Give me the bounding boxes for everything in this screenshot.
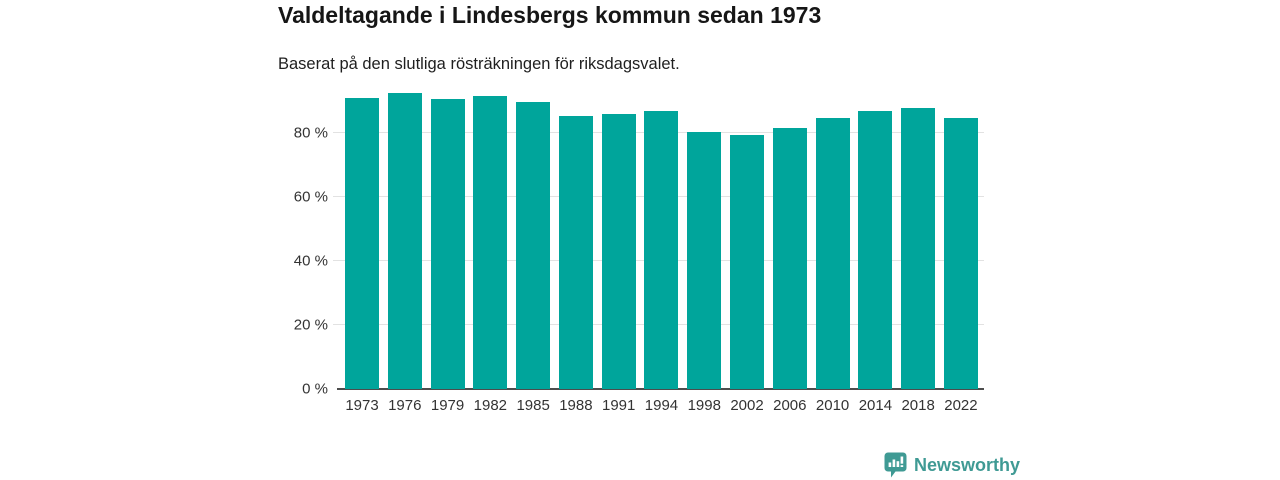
- bar-column-1973: 1973: [345, 85, 379, 414]
- bar-2022: [943, 117, 978, 389]
- x-tick-label: 2014: [858, 397, 893, 414]
- x-tick-label: 1988: [559, 397, 593, 414]
- x-tick-label: 2022: [944, 397, 978, 414]
- bar-column-2022: 2022: [943, 85, 978, 414]
- bar-column-2006: 2006: [772, 85, 807, 414]
- bar-column-1991: 1991: [601, 85, 636, 414]
- x-tick-label: 2006: [773, 397, 807, 414]
- y-tick-label: 0 %: [302, 380, 328, 398]
- bar-column-2014: 2014: [858, 85, 893, 414]
- newsworthy-logo-link[interactable]: Newsworthy: [884, 451, 1020, 479]
- bar-column-2010: 2010: [815, 85, 850, 414]
- bar-1982: [473, 95, 508, 389]
- chart-title: Valdeltagande i Lindesbergs kommun sedan…: [278, 2, 822, 28]
- bar-2018: [901, 108, 936, 389]
- x-tick-label: 1998: [687, 397, 721, 414]
- bar-1985: [516, 101, 551, 389]
- x-tick-label: 1979: [430, 397, 465, 414]
- bar-1988: [558, 115, 593, 389]
- bar-column-1976: 1976: [387, 85, 422, 414]
- chart-subtitle: Baserat på den slutliga rösträkningen fö…: [278, 55, 680, 73]
- bar-column-2002: 2002: [730, 85, 765, 414]
- bar-1976: [387, 93, 422, 389]
- bar-2010: [815, 117, 850, 389]
- brand-name: Newsworthy: [914, 454, 1021, 475]
- bar-1998: [687, 132, 722, 389]
- x-tick-label: 1994: [644, 397, 679, 414]
- x-tick-label: 1985: [516, 397, 550, 414]
- newsworthy-badge-icon: [884, 452, 907, 478]
- y-tick-label: 80 %: [293, 124, 328, 142]
- y-tick-label: 60 %: [293, 188, 328, 206]
- bar-column-1998: 1998: [687, 85, 722, 414]
- bar-column-1988: 1988: [558, 85, 593, 414]
- y-tick-label: 20 %: [293, 316, 328, 334]
- bars-row: 1973 1976 1979 1982 1985 1988 1991 1994 1998 2002…: [345, 85, 978, 414]
- bar-2014: [858, 111, 893, 389]
- x-tick-label: 2018: [901, 397, 935, 414]
- x-tick-label: 1991: [602, 397, 636, 414]
- bar-1979: [430, 98, 465, 389]
- bar-column-2018: 2018: [901, 85, 936, 414]
- bar-2006: [772, 127, 807, 389]
- bar-column-1979: 1979: [430, 85, 465, 414]
- bar-2002: [730, 135, 765, 389]
- bar-chart-plot: 0 % 20 % 40 % 60 % 80 % 1973 1976 1979 1982 1985 1…: [294, 85, 984, 414]
- y-tick-label: 40 %: [293, 252, 328, 270]
- x-tick-label: 1976: [388, 397, 422, 414]
- bar-1973: [345, 97, 379, 389]
- x-tick-label: 1973: [345, 397, 379, 414]
- bar-column-1985: 1985: [516, 85, 551, 414]
- x-tick-label: 1982: [473, 397, 508, 414]
- bar-column-1982: 1982: [473, 85, 508, 414]
- bar-column-1994: 1994: [644, 85, 679, 414]
- x-tick-label: 2002: [730, 397, 764, 414]
- x-axis-line: [337, 388, 984, 390]
- bar-1991: [601, 113, 636, 389]
- x-tick-label: 2010: [815, 397, 850, 414]
- bar-1994: [644, 110, 679, 389]
